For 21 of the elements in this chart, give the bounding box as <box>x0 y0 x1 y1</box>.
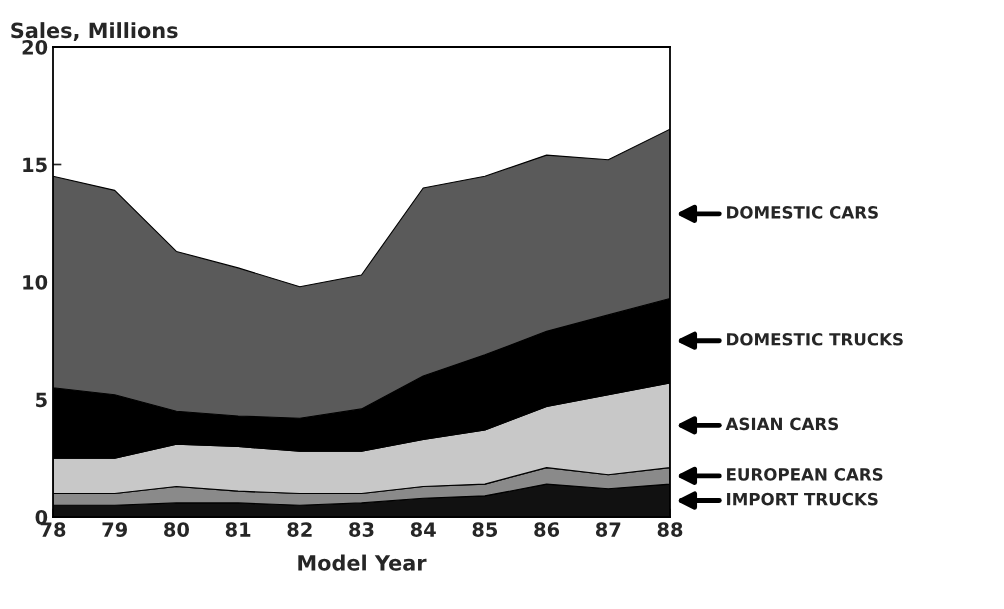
x-tick-label: 85 <box>472 522 498 537</box>
y-tick-label: 10 <box>23 274 48 290</box>
legend-label: ASIAN CARS <box>725 417 839 431</box>
x-tick-label: 79 <box>102 522 127 537</box>
legend-label: DOMESTIC CARS <box>727 206 878 219</box>
legend-label: EUROPEAN CARS <box>727 468 883 481</box>
legend-label: DOMESTIC TRUCKS <box>727 332 903 346</box>
legend-label: IMPORT TRUCKS <box>727 492 878 506</box>
x-tick-label: 83 <box>349 522 374 537</box>
x-axis-title: Model Year <box>298 554 427 571</box>
x-tick-label: 88 <box>657 522 683 537</box>
x-tick-label: 82 <box>287 522 312 537</box>
y-tick-label: 5 <box>36 392 47 408</box>
x-tick-label: 81 <box>225 522 251 537</box>
x-tick-label: 86 <box>534 522 560 537</box>
y-axis-title: Sales, Millions <box>11 22 178 41</box>
y-tick-label: 20 <box>22 39 48 55</box>
x-tick-label: 84 <box>410 522 436 537</box>
x-tick-label: 80 <box>164 522 189 537</box>
y-tick-label: 15 <box>23 157 47 173</box>
x-tick-label: 87 <box>595 522 621 537</box>
